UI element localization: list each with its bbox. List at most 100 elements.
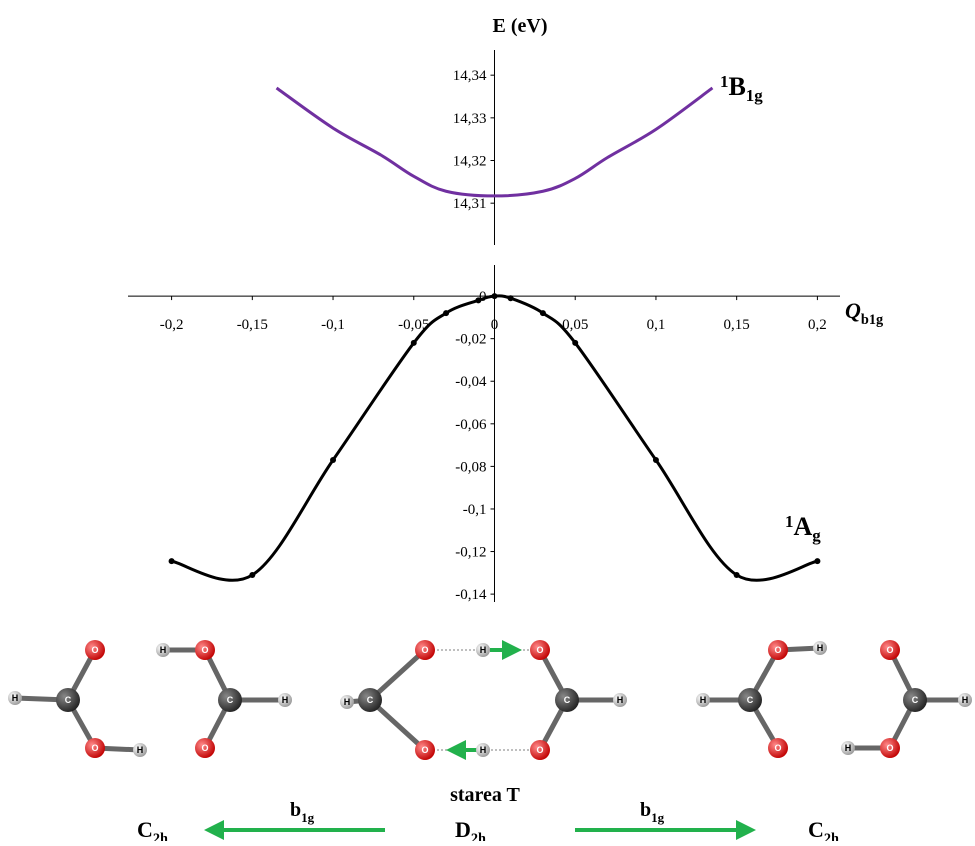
atom: [85, 640, 105, 660]
atom-label: H: [845, 743, 852, 753]
mode-label-main: b: [640, 799, 651, 821]
atom: [195, 640, 215, 660]
series-label-sub: g: [812, 526, 821, 545]
point-group-sub: 2h: [471, 831, 486, 841]
atom: [56, 688, 80, 712]
y-tick-label: 14,32: [453, 154, 487, 170]
mode-label-main: b: [290, 799, 301, 821]
atom-label: H: [480, 645, 487, 655]
point-group-main: C: [137, 817, 153, 841]
point: [249, 571, 256, 578]
atom: [415, 740, 435, 760]
atom-label: O: [421, 745, 428, 755]
atom: [476, 743, 490, 757]
atom: [880, 640, 900, 660]
point: [443, 310, 450, 317]
atom: [555, 688, 579, 712]
point-group-main: C: [808, 817, 824, 841]
atom-label: O: [421, 645, 428, 655]
point-group: D2h: [455, 817, 486, 841]
atom: [768, 738, 788, 758]
atom: [530, 740, 550, 760]
atom-label: H: [962, 695, 969, 705]
atom: [278, 693, 292, 707]
atom-label: O: [536, 745, 543, 755]
y-tick-label: -0,14: [455, 587, 487, 603]
atom: [958, 693, 972, 707]
x-tick-label: -0,05: [398, 317, 429, 333]
point: [475, 297, 482, 304]
y-tick-label: -0,06: [455, 417, 487, 433]
atom: [358, 688, 382, 712]
point: [168, 558, 175, 565]
atom: [841, 741, 855, 755]
mode-label: b1g: [290, 799, 315, 825]
series-label-sup: 1: [785, 512, 793, 531]
molecules: C O O H H C O O H H C O O H C O O H H H C O O H H C O O H H: [8, 640, 972, 760]
point: [652, 457, 659, 464]
x-tick-label: 0,2: [808, 317, 827, 333]
point: [410, 339, 417, 346]
atom: [530, 640, 550, 660]
atom: [195, 738, 215, 758]
atom-label: H: [617, 695, 624, 705]
atom-label: C: [227, 695, 234, 705]
point: [572, 339, 579, 346]
atom-label: C: [747, 695, 754, 705]
atom: [8, 691, 22, 705]
series-label: 1Ag: [785, 512, 821, 545]
atom-label: O: [91, 645, 98, 655]
y-tick-label: 0: [479, 289, 487, 305]
series-label-sup: 1: [720, 72, 728, 91]
point: [507, 295, 514, 302]
atom: [613, 693, 627, 707]
atom-label: H: [480, 745, 487, 755]
atom-label: O: [91, 743, 98, 753]
bond: [368, 648, 427, 702]
series-label-sub: 1g: [746, 86, 763, 105]
atom-label: H: [12, 693, 19, 703]
point: [733, 571, 740, 578]
atom-label: O: [201, 743, 208, 753]
series-label-main: A: [793, 512, 812, 541]
x-axis-title-ital: Q: [845, 298, 861, 323]
y-tick-label: -0,1: [463, 502, 487, 518]
x-axis-title: Qb1g: [845, 298, 884, 328]
atom-label: H: [137, 745, 144, 755]
point: [539, 310, 546, 317]
x-tick-label: 0,1: [647, 317, 666, 333]
point-group-sub: 2h: [153, 831, 168, 841]
x-tick-label: 0: [491, 317, 499, 333]
point-group: C2h: [137, 817, 168, 841]
atom-label: C: [65, 695, 72, 705]
atom-label: O: [774, 743, 781, 753]
mode-label-sub: 1g: [651, 810, 665, 825]
x-tick-label: -0,2: [160, 317, 184, 333]
bond: [368, 698, 427, 752]
mode-label: b1g: [640, 799, 665, 825]
atom-label: H: [817, 643, 824, 653]
atom-label: H: [700, 695, 707, 705]
y-tick-label: -0,08: [455, 459, 486, 475]
atom-label: O: [536, 645, 543, 655]
atom: [813, 641, 827, 655]
x-tick-label: 0,05: [562, 317, 588, 333]
y-tick-label: 14,33: [453, 111, 487, 127]
atom: [340, 695, 354, 709]
point-group-sub: 2h: [824, 831, 839, 841]
x-axis-title-sub: b1g: [861, 312, 884, 328]
y-tick-label: 14,31: [453, 196, 487, 212]
line: [275, 86, 714, 198]
point: [330, 457, 337, 464]
atom-label: O: [201, 645, 208, 655]
atom: [218, 688, 242, 712]
atom-label: H: [160, 645, 167, 655]
x-tick-label: -0,1: [321, 317, 345, 333]
atom: [156, 643, 170, 657]
x-tick-label: -0,15: [237, 317, 268, 333]
state-label: starea T: [450, 784, 520, 806]
y-tick-label: -0,02: [455, 332, 486, 348]
atom-label: O: [886, 645, 893, 655]
atom-label: C: [564, 695, 571, 705]
